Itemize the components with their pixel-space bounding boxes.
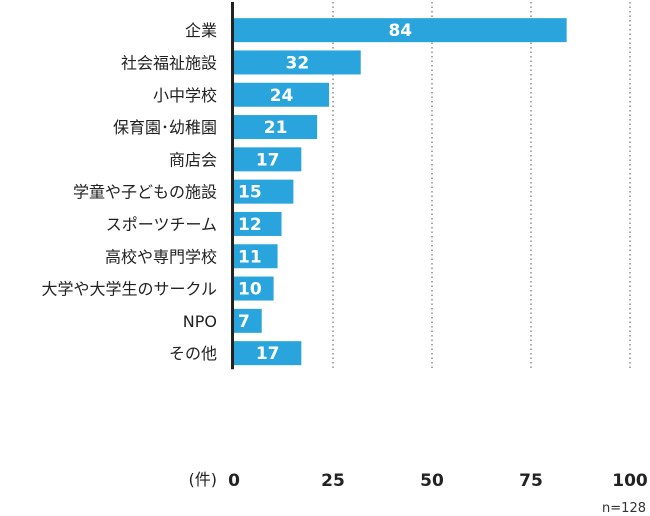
category-label: 社会福祉施設 xyxy=(121,53,217,72)
bar-8 xyxy=(234,276,274,301)
bar-value-label: 32 xyxy=(286,53,310,73)
category-label: 商店会 xyxy=(169,150,217,169)
bar-5 xyxy=(234,179,294,204)
bar-1 xyxy=(234,50,361,75)
bar-6 xyxy=(234,211,282,236)
bar-10 xyxy=(234,341,302,366)
bar-2 xyxy=(234,82,330,107)
bar-value-label: 11 xyxy=(238,247,262,267)
category-label: 学童や子どもの施設 xyxy=(73,183,217,202)
bar-9 xyxy=(234,308,262,333)
category-label: 大学や大学生のサークル xyxy=(41,280,217,299)
category-label: NPO xyxy=(183,312,217,331)
category-labels: 企業社会福祉施設小中学校保育園･幼稚園商店会学童や子どもの施設スポーツチーム高校… xyxy=(41,21,217,363)
category-label: その他 xyxy=(169,344,217,363)
bar-7 xyxy=(234,244,278,269)
category-label: 企業 xyxy=(185,21,217,40)
bars: 84 32 24 21 17 15 12 11 10 7 17 xyxy=(234,18,567,366)
x-tick-label: 0 xyxy=(228,471,240,491)
bar-value-label: 24 xyxy=(270,86,294,106)
x-tick-label: 25 xyxy=(321,471,345,491)
bar-value-label: 84 xyxy=(388,21,412,41)
x-tick-labels: 0 25 50 75 100 xyxy=(228,471,648,491)
bar-0 xyxy=(234,18,567,43)
grid-lines xyxy=(332,2,631,370)
bar-value-label: 17 xyxy=(256,150,280,170)
category-label: 小中学校 xyxy=(153,86,217,105)
category-label: 高校や専門学校 xyxy=(105,247,217,266)
bar-value-label: 17 xyxy=(256,344,280,364)
category-label: スポーツチーム xyxy=(106,215,217,234)
category-label: 保育園･幼稚園 xyxy=(113,118,217,137)
bar-4 xyxy=(234,147,302,172)
x-tick-label: 50 xyxy=(420,471,444,491)
bar-value-label: 7 xyxy=(238,312,250,332)
bar-3 xyxy=(234,115,318,140)
bar-value-label: 10 xyxy=(238,280,262,300)
sample-size-note: n=128 xyxy=(602,501,646,516)
bar-value-label: 15 xyxy=(238,183,262,203)
x-axis-unit-label: (件) xyxy=(189,470,218,489)
bar-value-label: 21 xyxy=(264,118,288,138)
x-tick-label: 75 xyxy=(519,471,543,491)
x-tick-label: 100 xyxy=(612,471,648,491)
bar-value-label: 12 xyxy=(238,215,262,235)
